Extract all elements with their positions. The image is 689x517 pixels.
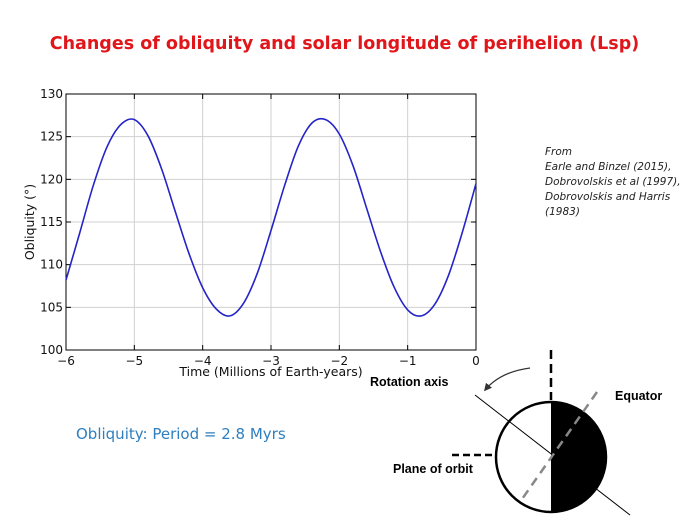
- y-tick-label: 125: [40, 130, 63, 144]
- reference-note: From Earle and Binzel (2015), Dobrovolsk…: [545, 145, 685, 220]
- reference-line: (1983): [545, 206, 580, 218]
- reference-line: Dobrovolskis and Harris: [545, 191, 671, 203]
- y-tick-label: 100: [40, 343, 63, 357]
- rotation-axis-diagram: Rotation axis Equator Plane of orbit: [370, 350, 662, 516]
- tick-marks: [65, 93, 477, 351]
- planet-dark-half: [551, 402, 606, 512]
- obliquity-series-line: [65, 117, 477, 317]
- obliquity-chart: −6 −5 −4 −3 −2 −1 0 100 105 110 115 120 125 130 Time…: [22, 87, 480, 379]
- y-tick-label: 120: [40, 172, 63, 186]
- y-axis-title: Obliquity (°): [22, 184, 37, 260]
- x-tick-label: −1: [399, 354, 417, 368]
- y-tick-label: 130: [40, 87, 63, 101]
- y-tick-label: 105: [40, 300, 63, 314]
- plane-of-orbit-label: Plane of orbit: [393, 462, 474, 476]
- x-tick-label: −3: [262, 354, 280, 368]
- planet-outline: [494, 400, 608, 514]
- x-tick-label: −4: [194, 354, 212, 368]
- equator-label: Equator: [615, 389, 662, 403]
- period-note: Obliquity: Period = 2.8 Myrs: [76, 425, 286, 443]
- precession-arrow: [484, 367, 531, 392]
- equator-line: [518, 391, 599, 503]
- x-axis-title: Time (Millions of Earth-years): [178, 364, 362, 379]
- reference-line: From: [545, 146, 573, 158]
- x-tick-label: −5: [125, 354, 143, 368]
- x-tick-labels: −6 −5 −4 −3 −2 −1 0: [57, 354, 480, 368]
- rotation-axis-label: Rotation axis: [370, 375, 449, 389]
- slide-title: Changes of obliquity and solar longitude…: [49, 34, 640, 54]
- x-tick-label: −6: [57, 354, 75, 368]
- reference-line: Earle and Binzel (2015),: [545, 161, 672, 173]
- y-tick-label: 110: [40, 258, 63, 272]
- reference-line: Dobrovolskis et al (1997),: [545, 176, 681, 188]
- x-tick-label: −2: [330, 354, 348, 368]
- x-tick-label: 0: [472, 354, 480, 368]
- y-tick-labels: 100 105 110 115 120 125 130: [40, 87, 63, 357]
- y-tick-label: 115: [40, 215, 63, 229]
